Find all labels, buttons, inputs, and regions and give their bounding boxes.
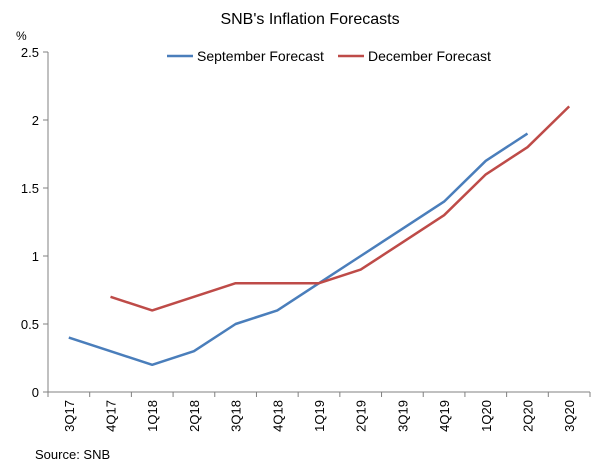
y-tick-label: 1.5 xyxy=(21,181,39,196)
x-tick-label: 1Q20 xyxy=(479,400,494,432)
y-tick-label: 0.5 xyxy=(21,317,39,332)
chart-title: SNB's Inflation Forecasts xyxy=(220,11,399,28)
y-axis-ticks: 0 0.5 1 1.5 2 2.5 xyxy=(21,45,48,400)
legend: September Forecast December Forecast xyxy=(167,48,491,64)
x-tick-label: 3Q17 xyxy=(62,400,77,432)
axes xyxy=(47,52,590,393)
x-tick-label: 4Q17 xyxy=(104,400,119,432)
source-note: Source: SNB xyxy=(35,447,110,462)
x-tick-label: 1Q19 xyxy=(312,400,327,432)
x-tick-label: 2Q18 xyxy=(187,400,202,432)
series-line-september-forecast xyxy=(68,132,529,367)
legend-label-september-forecast: September Forecast xyxy=(197,48,324,64)
y-tick-label: 1 xyxy=(32,249,39,264)
y-tick-label: 2 xyxy=(32,113,39,128)
y-tick-label: 2.5 xyxy=(21,45,39,60)
x-tick-label: 3Q19 xyxy=(395,400,410,432)
x-tick-label: 3Q18 xyxy=(229,400,244,432)
y-tick-label: 0 xyxy=(32,385,39,400)
x-tick-label: 1Q18 xyxy=(145,400,160,432)
x-tick-label: 4Q18 xyxy=(270,400,285,432)
x-axis-ticks: 3Q17 4Q17 1Q18 2Q18 3Q18 4Q18 1Q19 2Q19 3Q19 4Q19… xyxy=(47,392,591,432)
series-line-december-forecast xyxy=(110,105,571,312)
series-lines xyxy=(68,105,571,367)
x-tick-label: 4Q19 xyxy=(437,400,452,432)
x-tick-label: 3Q20 xyxy=(562,400,577,432)
x-tick-label: 2Q19 xyxy=(354,400,369,432)
y-axis-unit: % xyxy=(16,29,27,43)
legend-label-december-forecast: December Forecast xyxy=(368,48,491,64)
x-tick-label: 2Q20 xyxy=(520,400,535,432)
